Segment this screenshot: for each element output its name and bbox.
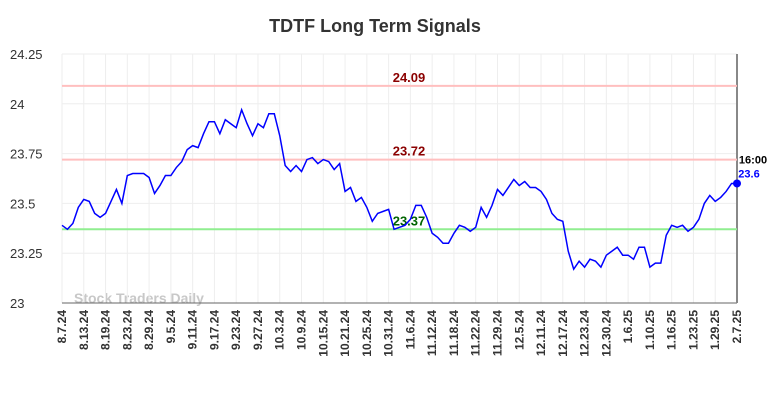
x-tick-label: 11.22.24: [469, 310, 483, 356]
x-tick-label: 12.30.24: [599, 310, 613, 357]
y-tick-label: 23: [10, 296, 24, 311]
x-tick-label: 12.5.24: [512, 310, 526, 350]
line-series: [61, 107, 737, 271]
chart-title: TDTF Long Term Signals: [269, 16, 481, 36]
x-tick-label: 1.29.25: [708, 310, 722, 350]
x-tick-label: 10.31.24: [382, 310, 396, 357]
x-tick-label: 8.23.24: [120, 310, 134, 350]
x-tick-label: 10.21.24: [338, 310, 352, 357]
x-tick-label: 10.9.24: [295, 310, 309, 350]
x-tick-label: 12.23.24: [578, 310, 592, 357]
x-tick-label: 11.6.24: [403, 310, 417, 350]
x-tick-label: 10.3.24: [273, 310, 287, 350]
x-tick-label: 1.6.25: [621, 310, 635, 344]
y-tick-label: 23.25: [10, 246, 43, 261]
reference-label: 23.72: [393, 144, 426, 159]
x-tick-label: 9.11.24: [186, 310, 200, 350]
x-tick-label: 8.13.24: [77, 310, 91, 350]
x-tick-label: 8.7.24: [55, 310, 69, 344]
y-tick-label: 23.75: [10, 147, 43, 162]
x-tick-label: 9.23.24: [229, 310, 243, 350]
x-tick-label: 1.23.25: [686, 310, 700, 350]
x-tick-label: 8.29.24: [142, 310, 156, 350]
y-tick-label: 24.25: [10, 47, 43, 62]
x-tick-label: 12.11.24: [534, 310, 548, 356]
x-tick-label: 10.15.24: [316, 310, 330, 357]
x-tick-label: 8.19.24: [99, 310, 113, 350]
x-tick-label: 10.25.24: [360, 310, 374, 357]
x-tick-label: 9.5.24: [164, 310, 178, 344]
last-point: [733, 179, 741, 188]
x-tick-label: 11.29.24: [490, 310, 504, 356]
x-tick-label: 11.12.24: [425, 310, 439, 356]
reference-label: 24.09: [393, 70, 426, 85]
y-tick-label: 23.5: [10, 196, 35, 211]
watermark: Stock Traders Daily: [74, 290, 204, 306]
last-time: 16:00: [739, 154, 767, 166]
x-tick-label: 9.27.24: [251, 310, 265, 350]
y-tick-label: 24: [10, 97, 24, 112]
x-tick-label: 1.16.25: [665, 310, 679, 350]
x-tick-label: 9.17.24: [207, 310, 221, 350]
x-tick-label: 2.7.25: [730, 310, 744, 344]
x-tick-label: 1.10.25: [643, 310, 657, 350]
x-tick-label: 12.17.24: [556, 310, 570, 357]
last-value: 23.6: [738, 168, 759, 180]
x-tick-label: 11.18.24: [447, 310, 461, 356]
